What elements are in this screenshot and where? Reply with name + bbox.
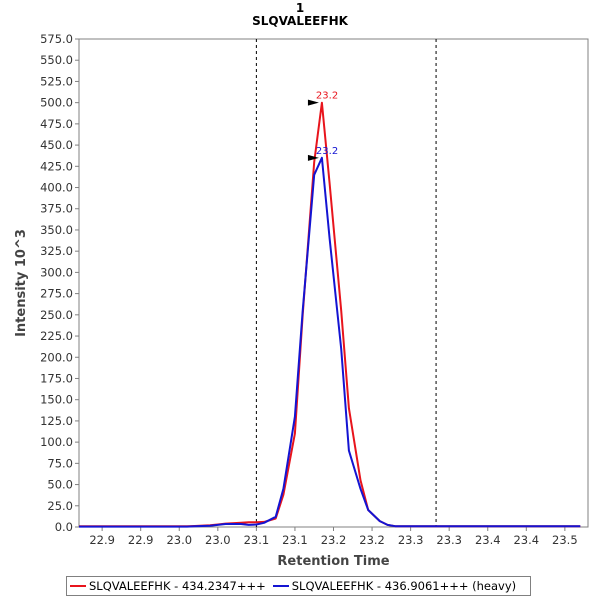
y-tick-label: 225.0 (40, 329, 73, 343)
y-tick-label: 425.0 (40, 159, 73, 173)
y-axis-label: Intensity 10^3 (14, 229, 29, 337)
y-tick-label: 175.0 (40, 371, 73, 385)
legend-swatch-light (70, 585, 86, 587)
x-tick-label: 23.4 (475, 533, 501, 547)
x-tick-label: 23.2 (321, 533, 347, 547)
y-tick-label: 375.0 (40, 202, 73, 216)
y-tick-label: 100.0 (40, 435, 73, 449)
x-tick-label: 23.0 (205, 533, 231, 547)
chart-legend: SLQVALEEFHK - 434.2347+++ SLQVALEEFHK - … (66, 576, 531, 596)
x-tick-label: 23.1 (282, 533, 308, 547)
peak-marker (307, 154, 319, 161)
y-tick-label: 325.0 (40, 244, 73, 258)
y-tick-label: 25.0 (47, 499, 73, 513)
y-tick-label: 300.0 (40, 265, 73, 279)
chart-subtitle: SLQVALEEFHK (252, 14, 348, 28)
series-line-heavy (79, 156, 581, 528)
x-axis-label: Retention Time (277, 554, 389, 569)
y-tick-label: 200.0 (40, 350, 73, 364)
legend-label-heavy: SLQVALEEFHK - 436.9061+++ (heavy) (291, 579, 517, 593)
x-tick-label: 23.4 (513, 533, 539, 547)
legend-item-light: SLQVALEEFHK - 434.2347+++ (70, 579, 266, 593)
x-tick-label: 23.3 (398, 533, 424, 547)
y-tick-label: 75.0 (47, 456, 73, 470)
x-tick-label: 23.1 (244, 533, 270, 547)
y-tick-label: 350.0 (40, 223, 73, 237)
y-tick-label: 500.0 (40, 96, 73, 110)
x-tick-label: 22.9 (89, 533, 115, 547)
y-tick-label: 250.0 (40, 308, 73, 322)
peak-label: 23.2 (316, 146, 338, 157)
y-tick-label: 150.0 (40, 393, 73, 407)
y-tick-label: 275.0 (40, 287, 73, 301)
x-tick-label: 23.3 (436, 533, 462, 547)
y-tick-label: 525.0 (40, 74, 73, 88)
y-tick-label: 475.0 (40, 117, 73, 131)
y-tick-label: 450.0 (40, 138, 73, 152)
legend-item-heavy: SLQVALEEFHK - 436.9061+++ (heavy) (272, 579, 517, 593)
legend-swatch-heavy (272, 585, 289, 587)
y-tick-label: 125.0 (40, 414, 73, 428)
y-tick-label: 550.0 (40, 53, 73, 67)
chart-title: 1 (295, 1, 305, 15)
peak-marker (307, 99, 319, 106)
y-tick-label: 0.0 (55, 520, 73, 534)
x-tick-label: 23.0 (166, 533, 192, 547)
x-tick-label: 23.2 (359, 533, 385, 547)
peak-label: 23.2 (316, 91, 338, 102)
y-tick-label: 50.0 (47, 478, 73, 492)
legend-label-light: SLQVALEEFHK - 434.2347+++ (89, 579, 266, 593)
y-tick-label: 400.0 (40, 181, 73, 195)
x-tick-label: 23.5 (552, 533, 578, 547)
x-tick-label: 22.9 (128, 533, 154, 547)
y-tick-label: 575.0 (40, 32, 73, 46)
